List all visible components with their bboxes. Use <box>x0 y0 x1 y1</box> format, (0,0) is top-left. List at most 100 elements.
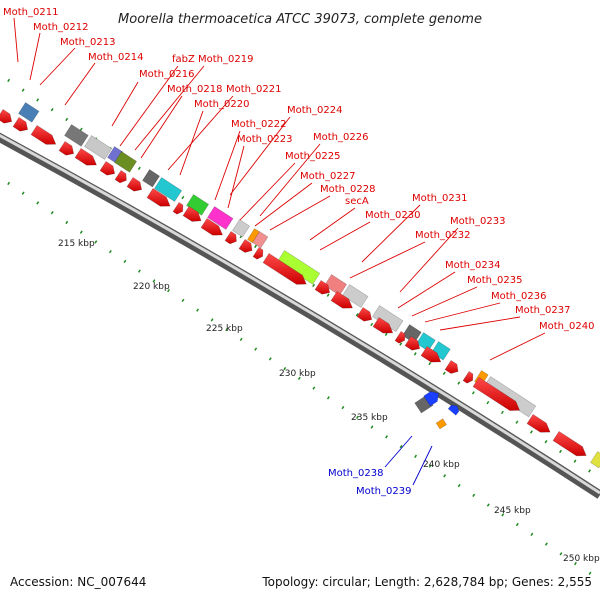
label-connector <box>239 162 296 221</box>
genome-summary-text: Topology: circular; Length: 2,628,784 bp… <box>261 575 592 589</box>
inner-tick-ring <box>7 181 600 582</box>
cds-arrow[interactable] <box>526 413 551 433</box>
gene-box[interactable] <box>435 418 448 430</box>
cds-arrow[interactable] <box>224 230 237 245</box>
cds-arrow[interactable] <box>356 306 373 322</box>
cds-arrow[interactable] <box>423 391 440 407</box>
label-connector <box>179 110 204 176</box>
accession-text: Accession: NC_007644 <box>10 575 146 589</box>
gene-box[interactable] <box>277 250 321 285</box>
gene-box[interactable] <box>154 177 183 202</box>
cds-arrow[interactable] <box>552 430 587 457</box>
gene-box[interactable] <box>64 124 89 147</box>
gene-label[interactable]: Moth_0214 <box>88 52 143 63</box>
gene-label[interactable]: Moth_0211 <box>3 7 58 18</box>
gene-label[interactable]: Moth_0239 <box>356 486 411 497</box>
tick-label: 240 kbp <box>423 460 460 470</box>
gene-box[interactable] <box>372 305 404 333</box>
cds-arrow[interactable] <box>172 201 184 215</box>
cds-arrow[interactable] <box>114 169 127 184</box>
cds-arrow[interactable] <box>200 217 223 236</box>
gene-box[interactable] <box>247 228 261 244</box>
gene-box[interactable] <box>18 102 40 123</box>
gene-label[interactable]: Moth_0228 <box>320 184 375 195</box>
cds-arrow[interactable] <box>330 290 353 309</box>
cds-arrow[interactable] <box>99 160 116 176</box>
gene-box[interactable] <box>84 135 113 160</box>
gene-label[interactable]: Moth_0219 <box>198 54 253 65</box>
label-connector <box>384 435 413 468</box>
label-connector <box>29 32 41 81</box>
gene-label[interactable]: Moth_0237 <box>515 305 570 316</box>
gene-box[interactable] <box>252 231 269 249</box>
gene-label[interactable]: Moth_0221 <box>226 84 281 95</box>
label-connector <box>424 302 501 323</box>
cds-arrow[interactable] <box>394 330 406 344</box>
cds-arrow[interactable] <box>12 116 29 132</box>
gene-label[interactable]: Moth_0240 <box>539 321 594 332</box>
gene-box[interactable] <box>342 284 369 308</box>
cds-arrow[interactable] <box>126 176 143 192</box>
tick-label: 230 kbp <box>279 369 316 379</box>
cds-arrow[interactable] <box>447 404 460 416</box>
cds-arrow[interactable] <box>58 140 75 156</box>
gene-box[interactable] <box>207 206 234 230</box>
gene-box[interactable] <box>232 219 251 238</box>
label-connector <box>411 286 478 317</box>
cds-arrow[interactable] <box>74 147 97 166</box>
gene-label[interactable]: Moth_0218 <box>167 84 222 95</box>
gene-label[interactable]: Moth_0227 <box>300 171 355 182</box>
gene-label[interactable]: Moth_0238 <box>328 468 383 479</box>
gene-label[interactable]: fabZ <box>172 54 195 65</box>
gene-label[interactable]: Moth_0236 <box>491 291 546 302</box>
gene-box[interactable] <box>590 451 600 469</box>
cds-arrow[interactable] <box>238 238 253 253</box>
label-connector <box>13 17 19 63</box>
cds-arrow[interactable] <box>182 205 202 222</box>
gene-label[interactable]: Moth_0233 <box>450 216 505 227</box>
label-connector <box>349 241 426 279</box>
label-connector <box>269 195 331 231</box>
gene-box[interactable] <box>114 151 138 173</box>
cds-arrow[interactable] <box>372 316 394 334</box>
cds-arrow[interactable] <box>462 370 474 384</box>
gene-label[interactable]: Moth_0232 <box>415 230 470 241</box>
label-connector <box>214 130 241 201</box>
gene-label[interactable]: secA <box>345 196 369 207</box>
gene-label[interactable]: Moth_0213 <box>60 37 115 48</box>
cds-arrow[interactable] <box>404 335 421 351</box>
gene-label[interactable]: Moth_0223 <box>237 134 292 145</box>
gene-label[interactable]: Moth_0216 <box>139 69 194 80</box>
gene-label[interactable]: Moth_0225 <box>285 151 340 162</box>
gene-labels: Moth_0211 Moth_0212 Moth_0213 Moth_0214 … <box>3 7 594 497</box>
gene-label[interactable]: Moth_0224 <box>287 105 342 116</box>
gene-label[interactable]: Moth_0220 <box>194 99 249 110</box>
gene-label[interactable]: Moth_0234 <box>445 260 500 271</box>
cds-arrow[interactable] <box>252 246 264 260</box>
label-connector <box>397 271 456 309</box>
cds-arrow[interactable] <box>420 345 442 363</box>
cds-arrow[interactable] <box>30 124 57 145</box>
gene-label[interactable]: Moth_0230 <box>365 210 420 221</box>
cds-arrow[interactable] <box>0 108 13 124</box>
gene-label[interactable]: Moth_0231 <box>412 193 467 204</box>
gene-label[interactable]: Moth_0226 <box>313 132 368 143</box>
gene-label[interactable]: Moth_0212 <box>33 22 88 33</box>
label-connector <box>319 221 371 251</box>
cds-arrow[interactable] <box>262 252 307 285</box>
label-connector <box>134 65 205 151</box>
label-connector <box>259 143 321 217</box>
gene-box[interactable] <box>186 194 210 216</box>
label-connector <box>309 207 356 241</box>
gene-label[interactable]: Moth_0235 <box>467 275 522 286</box>
label-connector <box>399 227 459 293</box>
cds-arrow[interactable] <box>444 359 459 374</box>
cds-arrow[interactable] <box>472 376 521 411</box>
gene-box[interactable] <box>142 169 161 188</box>
label-connector <box>64 62 96 106</box>
gene-label[interactable]: Moth_0222 <box>231 119 286 130</box>
forward-strand-genes <box>0 102 600 469</box>
cds-arrow[interactable] <box>146 187 171 207</box>
cds-arrow[interactable] <box>314 279 331 295</box>
